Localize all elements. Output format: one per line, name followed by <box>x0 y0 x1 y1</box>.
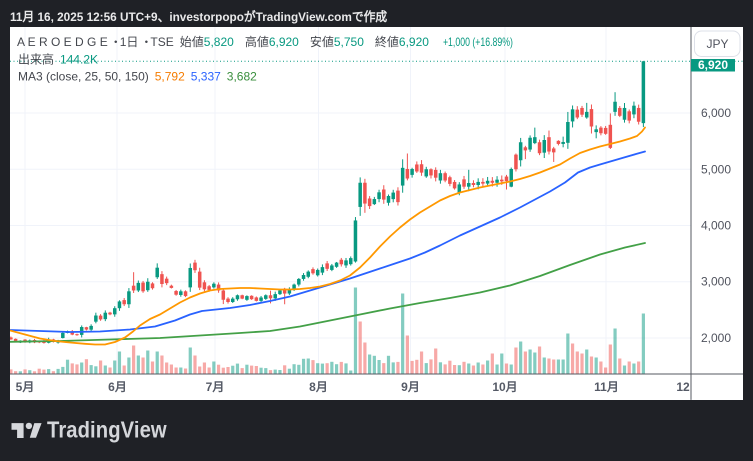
svg-text:TradingView: TradingView <box>47 421 167 443</box>
svg-text:6,920: 6,920 <box>698 58 728 72</box>
svg-text:6月: 6月 <box>108 380 127 394</box>
svg-text:6,000: 6,000 <box>701 106 731 120</box>
svg-text:12: 12 <box>676 380 690 394</box>
svg-text:8月: 8月 <box>309 380 328 394</box>
svg-text:9月: 9月 <box>401 380 420 394</box>
svg-text:2,000: 2,000 <box>701 331 731 345</box>
svg-text:11月: 11月 <box>594 380 619 394</box>
svg-text:JPY: JPY <box>706 37 728 51</box>
svg-text:5,000: 5,000 <box>701 162 731 176</box>
svg-text:10月: 10月 <box>492 380 517 394</box>
svg-text:3,000: 3,000 <box>701 274 731 288</box>
svg-text:4,000: 4,000 <box>701 218 731 232</box>
svg-text:7月: 7月 <box>206 380 225 394</box>
svg-text:5月: 5月 <box>16 380 35 394</box>
